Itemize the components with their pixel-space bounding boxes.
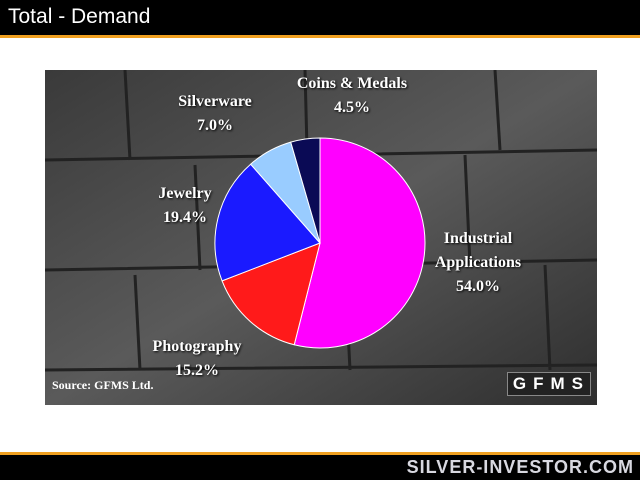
pie-slice	[221, 242, 321, 346]
value-label: 19.4%	[163, 209, 207, 226]
slice-label: Industrial Applications 54.0%	[423, 227, 533, 299]
pie-slice	[293, 137, 426, 349]
value-label: 4.5%	[334, 99, 370, 116]
category-label: Coins & Medals	[296, 75, 408, 92]
pie-slice	[290, 137, 321, 244]
slice-label: Jewelry 19.4%	[135, 182, 235, 230]
pie-slice	[214, 163, 321, 282]
slice-label: Photography 15.2%	[127, 335, 267, 383]
source-note: Source: GFMS Ltd.	[52, 378, 154, 392]
slide-title: Total - Demand	[8, 5, 151, 28]
footer-text: SILVER-INVESTOR.COM	[406, 457, 634, 477]
value-label: 7.0%	[197, 117, 233, 134]
category-label: Silverware	[178, 93, 252, 110]
category-label: Industrial Applications	[434, 230, 522, 271]
slice-label: Coins & Medals 4.5%	[282, 72, 422, 120]
pie	[214, 137, 426, 349]
category-label: Photography	[152, 338, 242, 355]
chart-svg	[45, 70, 597, 405]
value-label: 54.0%	[456, 278, 500, 295]
footer-bar: SILVER-INVESTOR.COM	[0, 452, 640, 480]
value-label: 15.2%	[175, 362, 219, 379]
chart: Industrial Applications 54.0% Photography 1…	[45, 70, 597, 405]
slice-label: Silverware 7.0%	[165, 90, 265, 138]
logo: GFMS	[506, 372, 591, 396]
category-label: Jewelry	[158, 185, 212, 202]
title-bar: Total - Demand	[0, 0, 640, 38]
